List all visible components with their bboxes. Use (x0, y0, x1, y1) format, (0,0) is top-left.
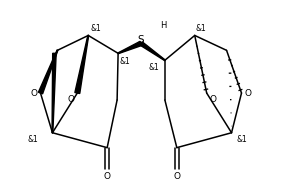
Text: O: O (104, 172, 111, 181)
Text: &1: &1 (196, 24, 207, 33)
Polygon shape (52, 53, 56, 133)
Text: H: H (160, 21, 166, 30)
Text: O: O (245, 89, 252, 98)
Text: O: O (209, 95, 216, 104)
Text: &1: &1 (237, 135, 247, 144)
Text: &1: &1 (148, 63, 159, 72)
Text: O: O (30, 89, 37, 98)
Polygon shape (140, 42, 165, 61)
Polygon shape (38, 50, 58, 94)
Text: &1: &1 (90, 24, 101, 33)
Text: O: O (68, 95, 75, 104)
Text: &1: &1 (119, 57, 130, 66)
Text: &1: &1 (28, 135, 38, 144)
Polygon shape (118, 41, 142, 54)
Text: O: O (173, 172, 180, 181)
Polygon shape (75, 35, 89, 93)
Text: S: S (138, 35, 144, 45)
